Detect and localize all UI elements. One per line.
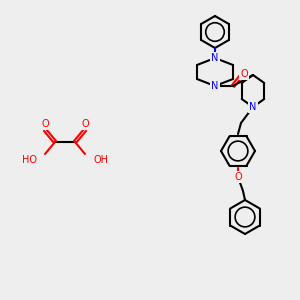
Text: O: O [234, 172, 242, 182]
Text: HO: HO [22, 155, 37, 165]
Text: N: N [211, 53, 219, 63]
Text: OH: OH [93, 155, 108, 165]
Text: N: N [211, 53, 219, 63]
Text: N: N [249, 102, 257, 112]
Text: O: O [81, 119, 89, 129]
Text: O: O [240, 69, 248, 79]
Text: O: O [41, 119, 49, 129]
Text: N: N [211, 81, 219, 91]
